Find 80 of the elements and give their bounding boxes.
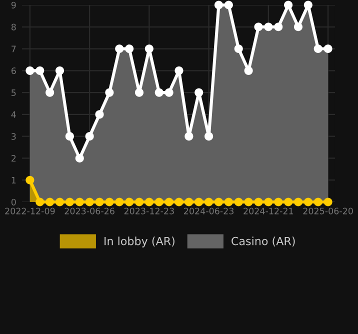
point (324, 198, 332, 206)
point (184, 132, 194, 141)
point (224, 0, 233, 10)
point (214, 198, 224, 206)
point (324, 44, 332, 54)
point (254, 198, 263, 206)
point (174, 198, 184, 206)
y-tick-label: 7 (12, 46, 16, 52)
point (164, 198, 174, 206)
point (75, 154, 84, 163)
x-tick-label: 2024-06-23 (184, 208, 234, 214)
point (234, 198, 243, 206)
point (184, 198, 194, 206)
point (314, 44, 322, 54)
y-tick-label: 6 (11, 67, 16, 74)
point (194, 198, 204, 206)
point (284, 198, 293, 206)
point (134, 88, 144, 97)
point (75, 198, 84, 206)
point (95, 198, 104, 206)
point (65, 198, 74, 206)
point (125, 44, 134, 54)
legend-label: In lobby (AR) (104, 236, 174, 248)
point (36, 198, 44, 206)
y-tick-label: 4 (11, 111, 16, 118)
point (65, 132, 74, 141)
y-tick-label: 5 (12, 90, 16, 96)
x-tick-label: 2023-06-26 (64, 208, 114, 214)
point (105, 198, 114, 206)
y-tick-label: 0 (11, 198, 16, 206)
point (304, 0, 312, 10)
point (224, 198, 233, 206)
point (294, 22, 303, 32)
y-tick-label: 1 (12, 177, 16, 184)
y-tick-label: 3 (12, 133, 16, 140)
point (244, 66, 253, 75)
point (314, 198, 322, 206)
point (204, 198, 214, 206)
point (46, 198, 54, 206)
y-tick-label: 2 (12, 155, 16, 162)
point (294, 198, 303, 206)
point (234, 44, 243, 54)
point (284, 0, 293, 10)
point (154, 198, 164, 206)
point (36, 66, 44, 75)
point (204, 132, 214, 141)
point (26, 66, 34, 75)
point (194, 88, 204, 97)
point (134, 198, 144, 206)
point (214, 0, 224, 10)
point (274, 22, 283, 32)
point (95, 110, 104, 119)
point (55, 66, 64, 75)
point (144, 198, 154, 206)
y-tick-label: 8 (11, 24, 16, 30)
point (105, 88, 114, 97)
point (144, 44, 154, 54)
point (115, 44, 124, 54)
y-tick-label: 9 (11, 2, 16, 8)
point (264, 198, 273, 206)
x-tick-label: 2025-06-20 (303, 208, 353, 214)
point (85, 132, 94, 141)
point (46, 88, 54, 97)
point (174, 66, 184, 75)
point (26, 176, 34, 184)
point (164, 88, 174, 97)
x-tick-label: 2023-12-23 (124, 208, 174, 214)
point (244, 198, 253, 206)
point (154, 88, 164, 97)
x-tick-label: 2022-12-09 (5, 208, 55, 214)
point (55, 198, 64, 206)
point (254, 22, 263, 32)
point (115, 198, 124, 206)
x-tick-label: 2024-12-21 (244, 208, 294, 214)
point (304, 198, 312, 206)
point (264, 22, 273, 32)
point (125, 198, 134, 206)
legend-label: Casino (AR) (232, 236, 295, 247)
point (274, 198, 283, 206)
point (85, 198, 94, 206)
